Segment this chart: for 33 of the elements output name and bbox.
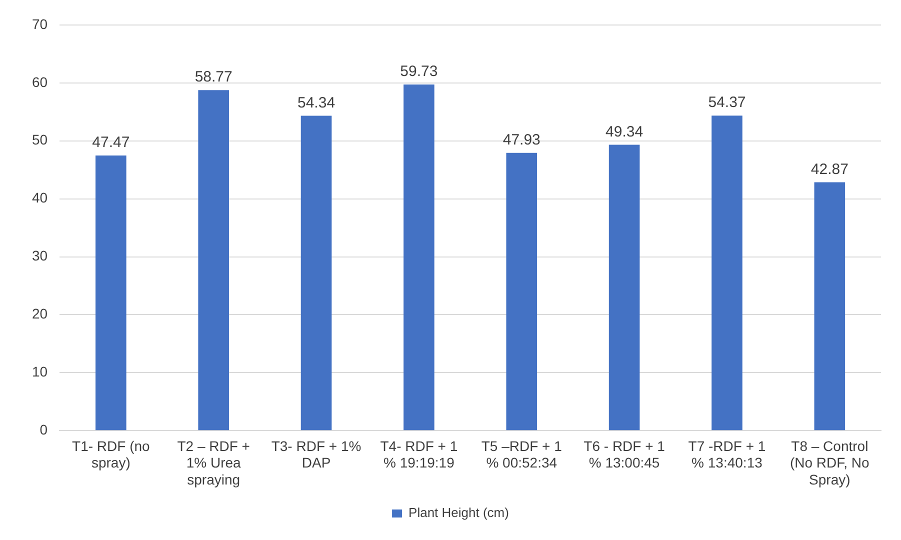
x-tick-label: T3- RDF + 1% DAP <box>271 438 362 471</box>
y-tick-label: 20 <box>32 306 48 322</box>
data-label: 47.93 <box>502 132 540 149</box>
bar <box>814 182 846 430</box>
data-label: 59.73 <box>400 63 438 80</box>
bar <box>96 156 126 430</box>
bar <box>506 152 538 430</box>
data-label: 58.77 <box>194 68 232 86</box>
x-tick-label: T7 -RDF + 1 % 13:40:13 <box>688 438 766 471</box>
y-tick-label: 30 <box>32 248 48 264</box>
y-tick-label: 10 <box>32 364 48 380</box>
data-label: 54.37 <box>708 94 746 112</box>
y-tick-label: 60 <box>32 74 48 90</box>
y-tick-label: 70 <box>32 16 48 32</box>
x-tick-label: T8 – Control (No RDF, No Spray) <box>790 438 870 488</box>
data-label: 47.47 <box>92 134 130 152</box>
data-label: 42.87 <box>810 160 848 178</box>
bar <box>712 116 742 430</box>
legend-label: Plant Height (cm) <box>408 505 509 520</box>
x-tick-label: T4- RDF + 1 % 19:19:19 <box>380 438 458 471</box>
x-tick-label: T2 – RDF + 1% Urea spraying <box>177 438 250 488</box>
y-tick-label: 50 <box>32 132 48 148</box>
x-tick-label: T1- RDF (no spray) <box>72 438 150 471</box>
bar <box>404 84 434 430</box>
x-tick-label: T5 –RDF + 1 % 00:52:34 <box>481 438 562 471</box>
y-tick-label: 0 <box>40 421 48 438</box>
bar <box>198 90 229 430</box>
data-label: 54.34 <box>297 94 336 112</box>
bar <box>608 144 640 430</box>
data-label: 49.34 <box>606 123 644 140</box>
bar <box>300 116 332 430</box>
x-tick-label: T6 - RDF + 1 % 13:00:45 <box>584 438 666 471</box>
y-tick-label: 40 <box>32 190 48 206</box>
